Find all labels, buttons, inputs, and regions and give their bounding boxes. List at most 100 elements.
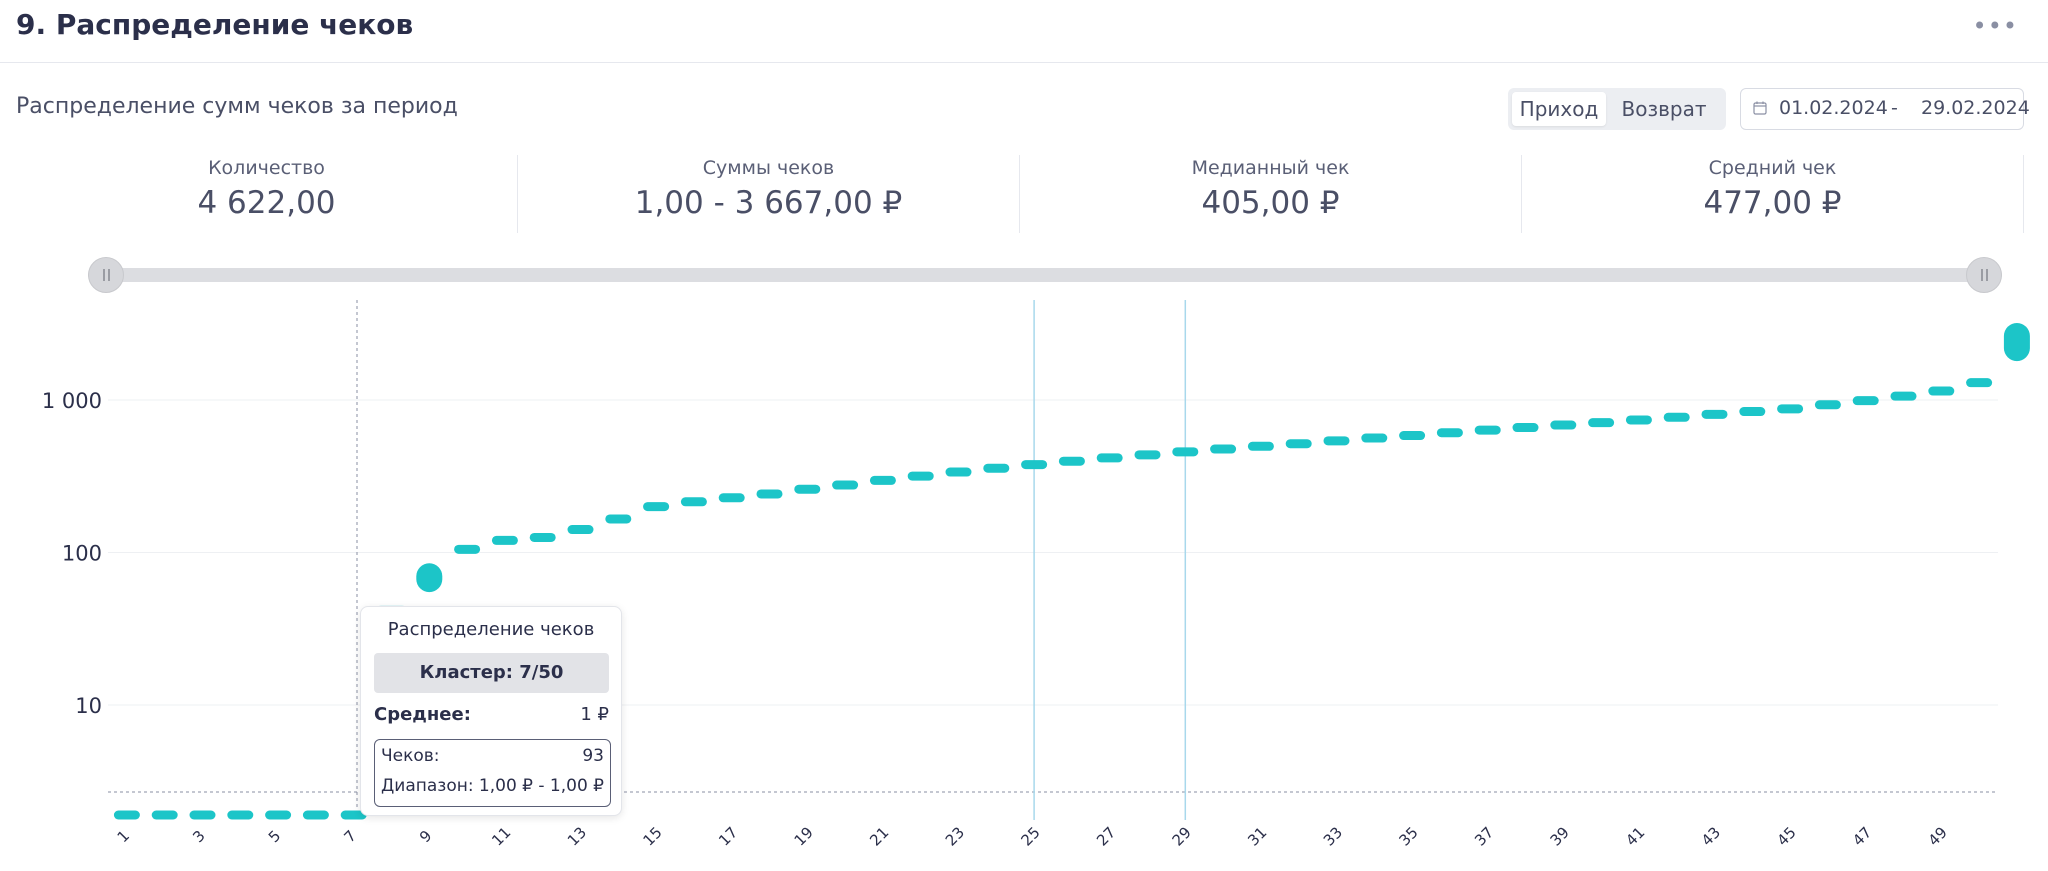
range-bar-50 bbox=[1966, 378, 1993, 388]
range-bar-39 bbox=[1550, 420, 1577, 430]
more-options-icon[interactable]: ••• bbox=[1972, 12, 2018, 40]
range-bar-43 bbox=[1701, 409, 1728, 419]
tooltip-mean-value: 1 ₽ bbox=[580, 704, 609, 725]
x-tick-label: 17 bbox=[715, 823, 741, 849]
range-bar-20 bbox=[832, 480, 859, 490]
date-from[interactable]: 01.02.2024 bbox=[1779, 97, 1888, 119]
x-tick-label: 45 bbox=[1773, 823, 1799, 849]
toggle-income[interactable]: Приход bbox=[1512, 92, 1606, 126]
range-bar-5 bbox=[265, 810, 292, 820]
range-bar-22 bbox=[907, 471, 934, 481]
range-bar-17 bbox=[718, 493, 745, 503]
range-bar-19 bbox=[794, 484, 821, 494]
range-bar-41 bbox=[1625, 415, 1652, 425]
range-bar-3 bbox=[189, 810, 216, 820]
tooltip-range-label: Диапазон: bbox=[381, 776, 474, 796]
x-tick-label: 41 bbox=[1622, 823, 1648, 849]
range-bar-2 bbox=[151, 810, 178, 820]
tooltip-checks-label: Чеков: bbox=[381, 746, 440, 766]
range-bar-31 bbox=[1247, 441, 1274, 451]
x-tick-label: 5 bbox=[265, 827, 284, 846]
x-tick-label: 35 bbox=[1395, 823, 1421, 849]
stat-median: Медианный чек 405,00 ₽ bbox=[1020, 155, 1522, 233]
cluster-range-slider[interactable] bbox=[88, 257, 2002, 293]
date-separator: - bbox=[1891, 97, 1898, 119]
range-bar-7 bbox=[340, 810, 367, 820]
range-bar-4 bbox=[227, 810, 254, 820]
x-tick-label: 49 bbox=[1925, 823, 1951, 849]
x-tick-label: 19 bbox=[791, 823, 817, 849]
y-tick-label: 100 bbox=[62, 542, 102, 566]
y-tick-label: 1 000 bbox=[42, 389, 102, 413]
range-bar-9 bbox=[416, 563, 443, 593]
range-bar-40 bbox=[1588, 418, 1615, 428]
stat-median-label: Медианный чек bbox=[1191, 157, 1350, 179]
tooltip-mean-row: Среднее: 1 ₽ bbox=[374, 704, 609, 725]
x-tick-label: 3 bbox=[189, 827, 208, 846]
range-bar-21 bbox=[869, 475, 896, 485]
x-tick-label: 11 bbox=[488, 823, 514, 849]
range-bar-23 bbox=[945, 467, 972, 477]
range-bar-33 bbox=[1323, 436, 1350, 446]
range-bar-35 bbox=[1399, 431, 1426, 441]
tooltip-mean-label: Среднее: bbox=[374, 704, 471, 725]
range-bar-16 bbox=[680, 497, 707, 507]
x-tick-label: 31 bbox=[1244, 823, 1270, 849]
stat-median-value: 405,00 ₽ bbox=[1201, 185, 1340, 221]
toggle-return[interactable]: Возврат bbox=[1621, 97, 1707, 121]
range-bar-14 bbox=[605, 514, 632, 524]
x-tick-label: 37 bbox=[1471, 823, 1497, 849]
range-bar-30 bbox=[1210, 444, 1237, 454]
x-tick-label: 25 bbox=[1017, 823, 1043, 849]
range-bar-32 bbox=[1285, 439, 1312, 449]
stats-row: Количество 4 622,00 Суммы чеков 1,00 - 3… bbox=[16, 155, 2024, 233]
tooltip-title: Распределение чеков bbox=[387, 619, 595, 640]
x-tick-label: 13 bbox=[564, 823, 590, 849]
range-bar-18 bbox=[756, 489, 783, 499]
range-bar-26 bbox=[1058, 456, 1085, 466]
x-tick-label: 7 bbox=[340, 827, 359, 846]
x-tick-label: 29 bbox=[1169, 823, 1195, 849]
x-tick-label: 27 bbox=[1093, 823, 1119, 849]
range-bar-47 bbox=[1852, 396, 1879, 406]
range-bar-15 bbox=[643, 502, 670, 512]
tooltip-cluster: Кластер: 7/50 bbox=[374, 653, 609, 693]
stat-sum-range-value: 1,00 - 3 667,00 ₽ bbox=[634, 185, 903, 221]
range-slider-track[interactable] bbox=[88, 268, 2002, 282]
header: 9. Распределение чеков ••• bbox=[0, 0, 2048, 63]
range-bar-44 bbox=[1739, 407, 1766, 417]
x-tick-label: 47 bbox=[1849, 823, 1875, 849]
range-bar-24 bbox=[983, 463, 1010, 473]
range-bar-13 bbox=[567, 525, 594, 535]
calendar-icon bbox=[1753, 101, 1767, 115]
range-bar-51 bbox=[2003, 322, 2030, 362]
chart-tooltip: Распределение чеков Кластер: 7/50 Средне… bbox=[360, 606, 622, 816]
range-bar-49 bbox=[1928, 386, 1955, 396]
x-tick-label: 9 bbox=[416, 827, 435, 846]
chart-subtitle: Распределение сумм чеков за период bbox=[16, 94, 458, 119]
range-bar-29 bbox=[1172, 447, 1199, 457]
range-bar-25 bbox=[1021, 460, 1048, 470]
x-tick-label: 43 bbox=[1698, 823, 1724, 849]
range-bar-36 bbox=[1436, 428, 1463, 438]
range-bar-11 bbox=[491, 535, 518, 545]
range-bar-45 bbox=[1777, 404, 1804, 414]
tooltip-details: Чеков: 93 Диапазон: 1,00 ₽ - 1,00 ₽ bbox=[374, 739, 611, 807]
x-tick-label: 21 bbox=[866, 823, 892, 849]
range-bar-12 bbox=[529, 532, 556, 542]
range-bar-48 bbox=[1890, 391, 1917, 401]
stat-mean-label: Средний чек bbox=[1708, 157, 1837, 179]
date-to[interactable]: 29.02.2024 bbox=[1921, 97, 2030, 119]
range-slider-handle-left[interactable] bbox=[88, 257, 124, 293]
stat-count-value: 4 622,00 bbox=[197, 185, 336, 221]
tooltip-checks-value: 93 bbox=[582, 746, 604, 766]
income-return-toggle: Приход Возврат bbox=[1508, 88, 1726, 130]
tooltip-range-value: 1,00 ₽ - 1,00 ₽ bbox=[478, 776, 604, 796]
x-tick-label: 39 bbox=[1547, 823, 1573, 849]
range-bar-6 bbox=[302, 810, 329, 820]
stat-mean-value: 477,00 ₽ bbox=[1703, 185, 1842, 221]
range-slider-handle-right[interactable] bbox=[1966, 257, 2002, 293]
date-range-picker[interactable]: 01.02.2024 - 29.02.2024 bbox=[1740, 88, 2030, 130]
stat-sum-range: Суммы чеков 1,00 - 3 667,00 ₽ bbox=[518, 155, 1020, 233]
